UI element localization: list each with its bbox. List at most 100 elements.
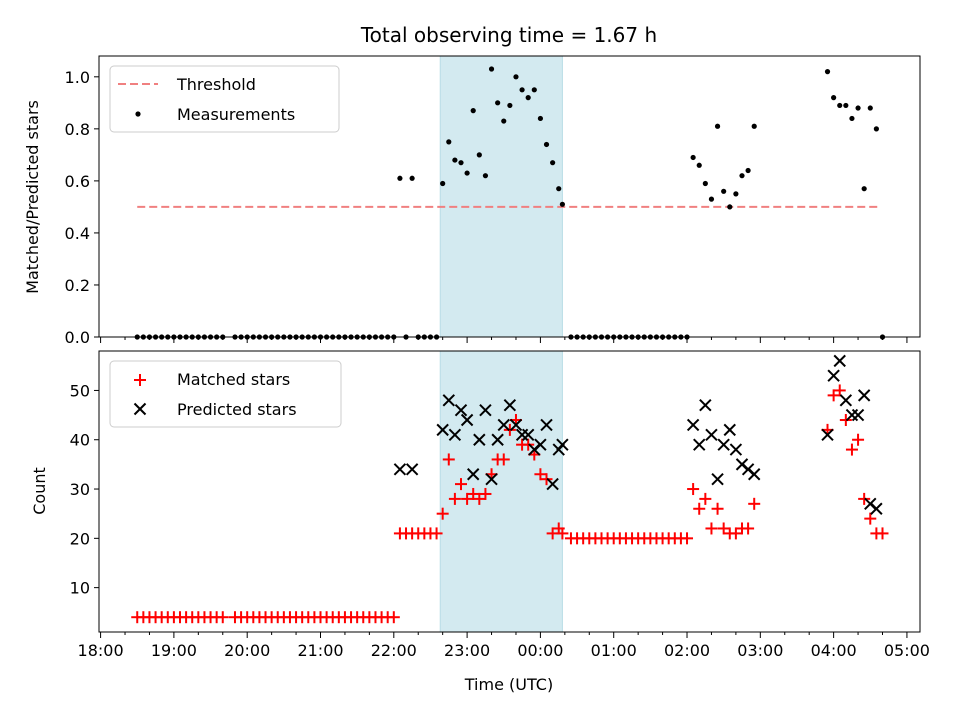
measurement-point — [855, 105, 861, 111]
predicted-star-point — [546, 477, 559, 491]
cross-b — [503, 399, 517, 412]
measurement-point — [537, 115, 544, 122]
x-tick-label: 04:00 — [811, 641, 857, 660]
predicted-star-point — [821, 428, 834, 442]
cross-b — [467, 468, 480, 481]
matched-star-point — [454, 478, 467, 491]
cross-b — [540, 418, 553, 432]
predicted-star-point — [839, 394, 853, 407]
measurement-point — [727, 204, 733, 210]
cross-b — [717, 438, 730, 451]
predicted-star-point — [851, 408, 865, 422]
predicted-star-point — [485, 472, 498, 486]
x-tick-label: 20:00 — [224, 641, 270, 660]
cross-b — [521, 428, 535, 442]
matched-star-point — [387, 611, 400, 624]
measurement-point — [476, 152, 482, 158]
matched-star-point — [556, 527, 569, 540]
cross-b — [711, 472, 724, 486]
cross-b — [473, 433, 486, 446]
measurement-point — [751, 123, 757, 129]
matched-star-point — [448, 492, 461, 505]
predicted-star-point — [870, 502, 883, 515]
top-highlight-span — [439, 55, 563, 338]
y-tick-label: 10 — [70, 579, 90, 598]
cross-b — [491, 433, 504, 446]
matched-star-point — [705, 522, 718, 535]
matched-star-point — [833, 384, 846, 397]
cross-b — [485, 472, 498, 486]
cross-b — [699, 399, 712, 412]
x-axis-label: Time (UTC) — [464, 675, 553, 694]
y-tick-label: 50 — [70, 381, 90, 400]
matched-star-point — [748, 497, 761, 510]
predicted-star-point — [479, 403, 492, 417]
cross-b — [723, 423, 736, 437]
x-tick-label: 01:00 — [591, 641, 637, 660]
cross-b — [497, 418, 510, 432]
legend-predicted-label: Predicted stars — [177, 400, 297, 419]
legend-matched-swatch — [134, 374, 146, 386]
cross-b — [442, 394, 455, 407]
cross-b — [693, 438, 706, 451]
predicted-star-point — [686, 418, 700, 432]
measurement-point — [824, 69, 831, 75]
predicted-star-point — [393, 463, 407, 476]
predicted-star-point — [460, 413, 474, 427]
cross-b — [393, 463, 407, 476]
bottom-y-ticks: 10 20 30 40 50 — [70, 381, 99, 598]
predicted-star-point — [748, 468, 761, 481]
y-tick-label: 1.0 — [65, 68, 90, 87]
predicted-star-point — [491, 433, 504, 446]
legend-predicted-swatch — [133, 402, 147, 416]
cross-b — [851, 408, 865, 422]
measurement-point — [708, 196, 715, 202]
cross-b — [857, 389, 871, 402]
measurement-point — [867, 105, 873, 111]
matched-star-point — [473, 492, 486, 505]
measurement-point — [873, 126, 879, 132]
predicted-star-point — [833, 354, 846, 368]
measurement-point — [837, 102, 843, 109]
bottom-legend-box — [109, 360, 342, 428]
predicted-star-point — [521, 428, 535, 442]
bottom-y-axis-label: Count — [30, 467, 49, 515]
y-tick-label: 0.8 — [65, 120, 90, 139]
legend-threshold-label: Threshold — [176, 75, 256, 94]
measurement-point — [696, 162, 702, 168]
x-tick-label: 19:00 — [151, 641, 197, 660]
predicted-star-point — [534, 438, 547, 451]
predicted-star-point — [556, 438, 569, 451]
predicted-star-point — [405, 463, 419, 476]
matched-star-point — [742, 522, 755, 535]
predicted-star-point — [705, 428, 718, 442]
measurement-point — [397, 175, 403, 181]
matched-star-point — [839, 414, 852, 427]
predicted-star-point — [699, 399, 712, 412]
predicted-star-point — [448, 428, 462, 442]
cross-b — [839, 394, 853, 407]
matched-star-point — [497, 453, 510, 466]
cross-b — [735, 458, 749, 471]
matched-star-point — [479, 487, 492, 500]
legend-measurements-swatch — [135, 111, 141, 117]
y-tick-label: 40 — [70, 431, 90, 450]
predicted-star-point — [717, 438, 730, 451]
y-tick-label: 30 — [70, 480, 90, 499]
measurement-point — [482, 173, 489, 179]
measurement-point — [721, 188, 727, 194]
bottom-marks — [131, 354, 889, 624]
measurement-point — [409, 175, 415, 181]
predicted-star-point — [454, 403, 468, 417]
measurement-point — [849, 115, 855, 122]
matched-star-point — [699, 492, 712, 505]
predicted-star-point — [857, 389, 871, 402]
predicted-star-point — [723, 423, 736, 437]
top-y-ticks: 0.0 0.2 0.4 0.6 0.8 1.0 — [65, 68, 99, 347]
cross-b — [833, 354, 846, 368]
legend-measurements-label: Measurements — [177, 105, 295, 124]
x-tick-label: 23:00 — [444, 641, 490, 660]
measurement-point — [452, 157, 458, 163]
x-tick-label: 03:00 — [737, 641, 783, 660]
measurement-point — [831, 95, 837, 101]
